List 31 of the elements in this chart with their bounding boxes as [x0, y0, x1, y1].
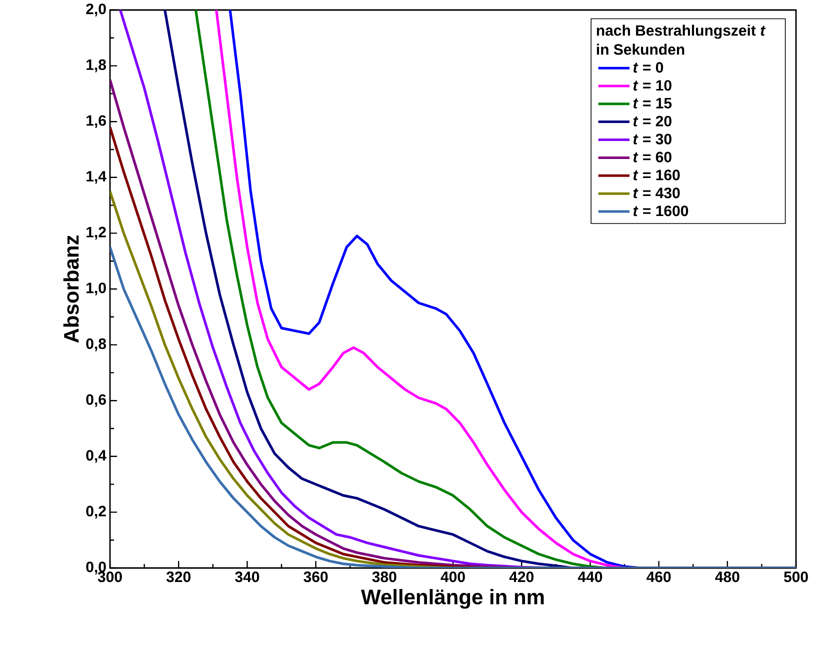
x-tick-label: 380: [372, 572, 396, 582]
y-tick-label: 1,4: [86, 171, 106, 184]
legend-label: t = 430: [633, 188, 680, 198]
x-tick-label: 360: [304, 572, 328, 582]
x-tick-label: 460: [646, 572, 671, 582]
x-tick-label: 320: [166, 572, 190, 582]
legend-label: t = 10: [633, 80, 672, 91]
legend-label: t = 30: [633, 134, 672, 144]
x-axis-title: Wellenlänge in nm: [361, 589, 544, 609]
legend-label: t = 15: [633, 98, 672, 108]
x-tick-label: 440: [578, 572, 602, 582]
y-tick-label: 1,0: [86, 282, 106, 296]
legend-label: t = 20: [633, 116, 672, 126]
x-tick-label: 480: [715, 572, 740, 582]
x-tick-label: 420: [509, 572, 534, 582]
y-tick-label: 1,2: [86, 226, 106, 240]
y-tick-label: 0,8: [86, 338, 106, 352]
legend-label: t = 60: [633, 152, 672, 162]
y-tick-label: 0,6: [86, 394, 106, 407]
y-tick-label: 0,2: [86, 506, 106, 519]
legend-label: t = 1600: [633, 206, 688, 216]
y-tick-label: 0,4: [86, 450, 106, 463]
y-tick-label: 2,0: [86, 4, 106, 16]
y-tick-label: 1,6: [86, 115, 106, 128]
x-tick-label: 500: [784, 572, 808, 582]
y-tick-label: 1,8: [86, 59, 106, 72]
x-tick-label: 340: [235, 572, 260, 582]
legend-label: t = 0: [633, 62, 664, 73]
legend-label: t = 160: [633, 170, 680, 180]
y-axis-title: Absorbanz: [63, 236, 79, 343]
x-tick-label: 400: [440, 572, 465, 582]
